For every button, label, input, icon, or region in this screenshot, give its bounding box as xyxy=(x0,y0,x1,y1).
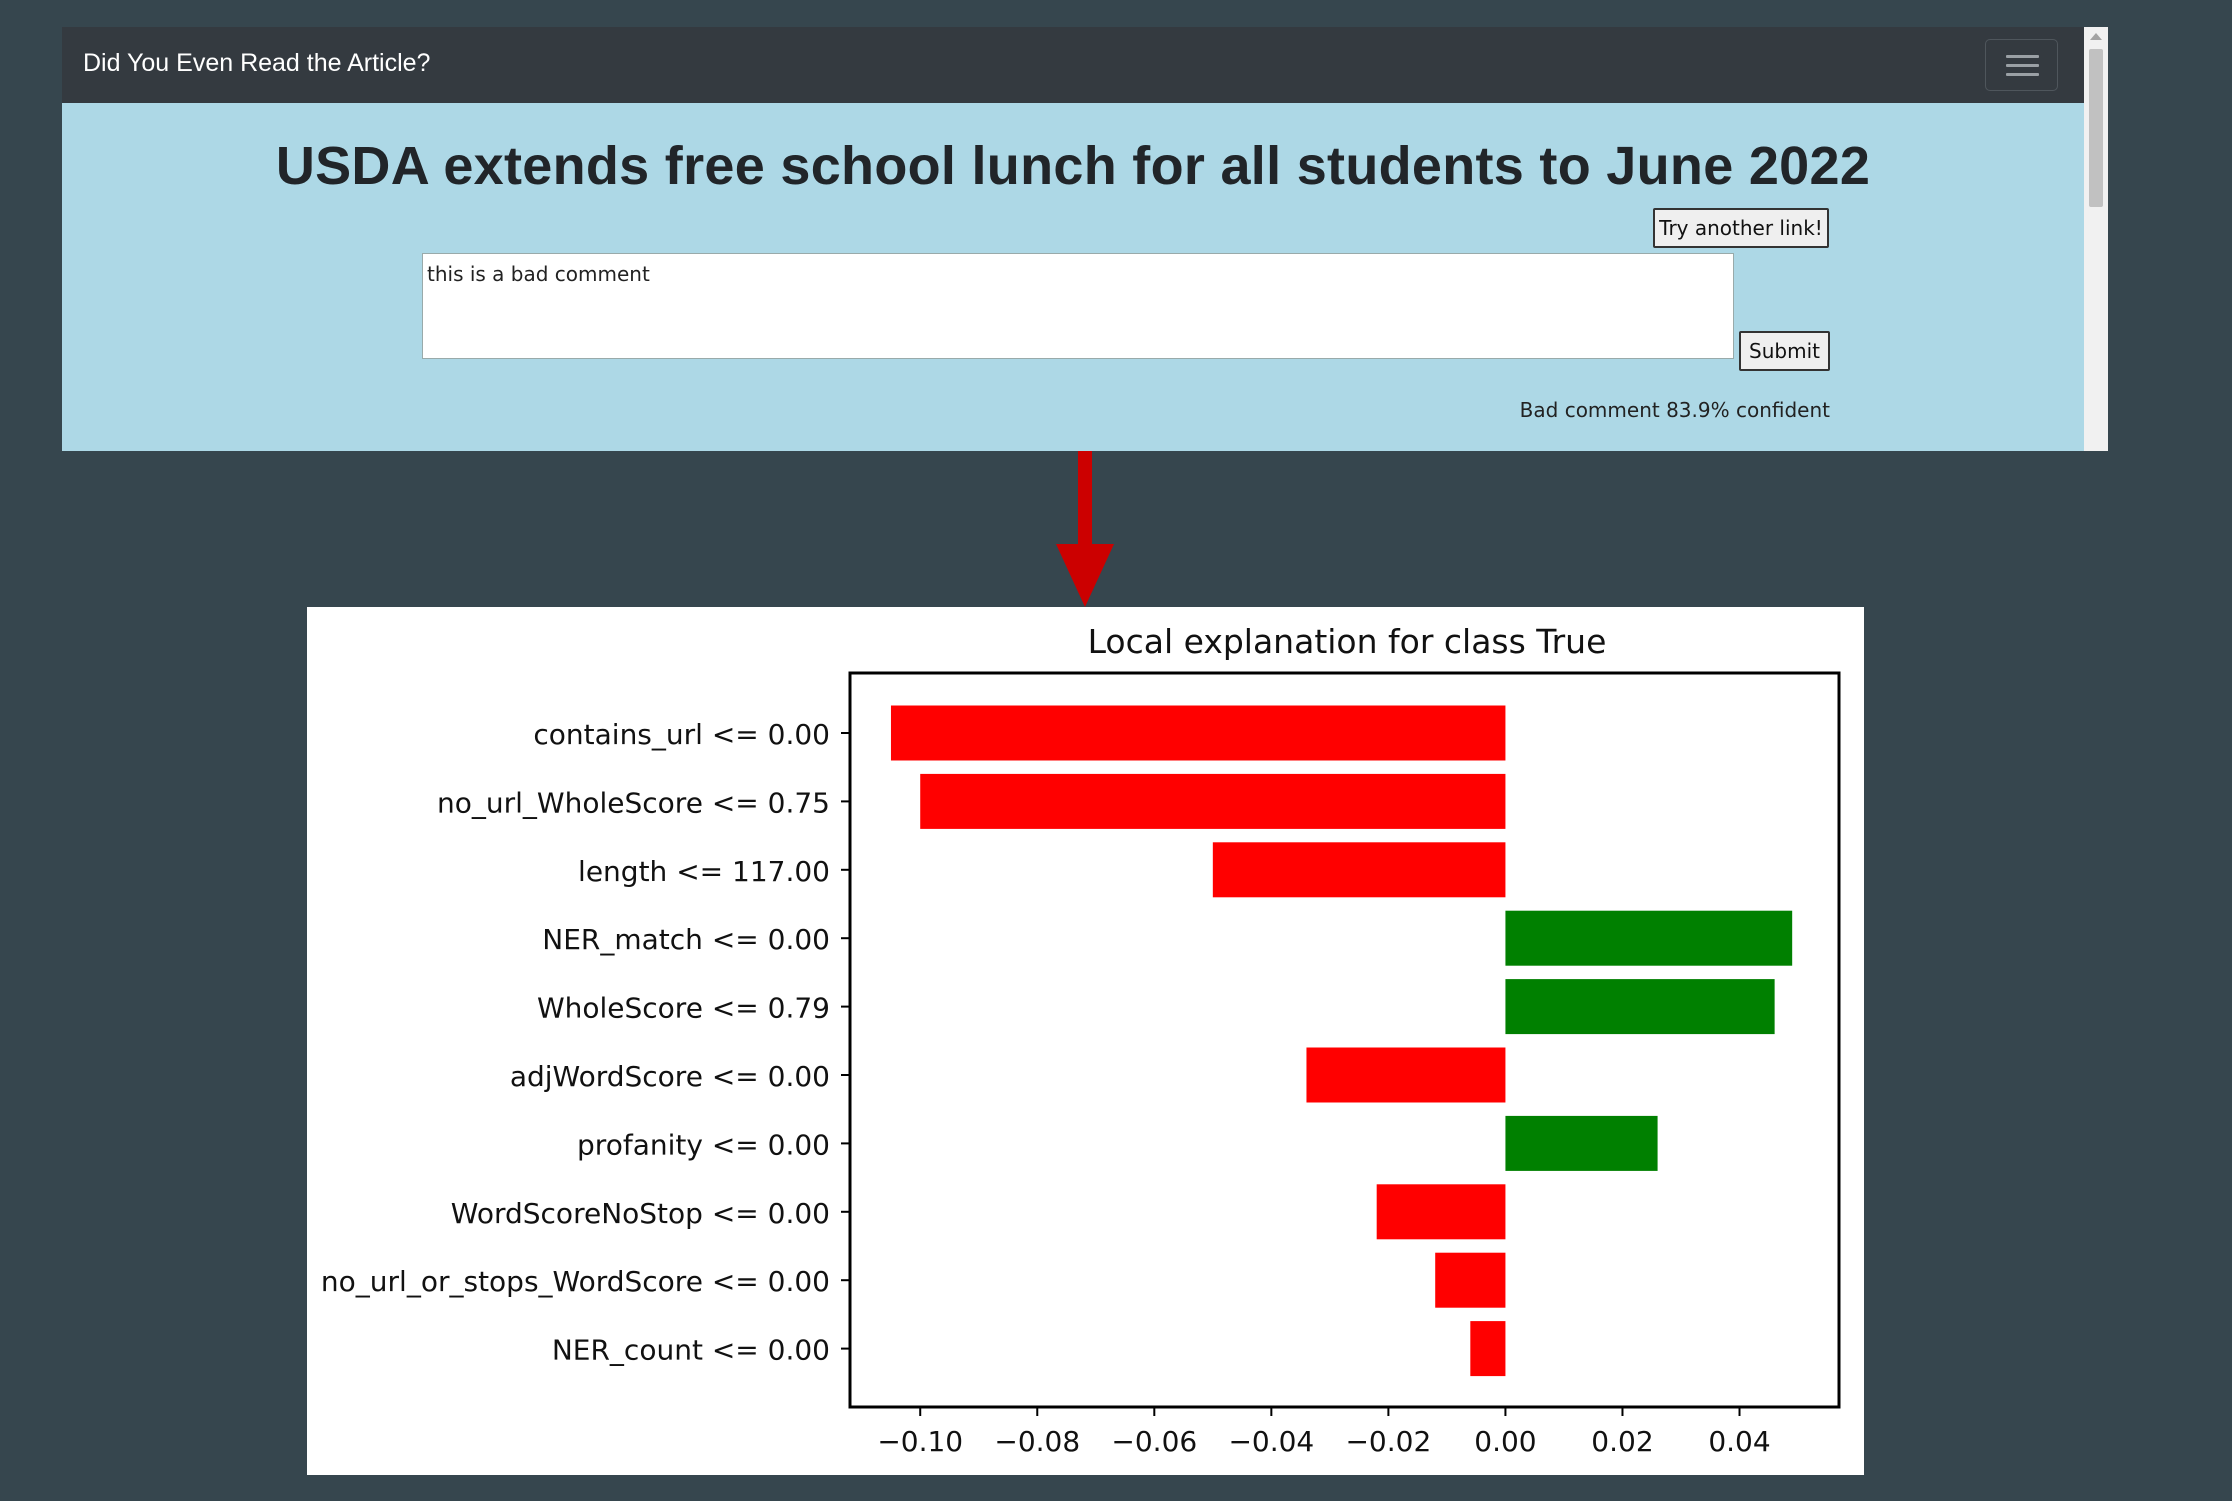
vertical-scrollbar[interactable] xyxy=(2084,27,2108,451)
x-tick-label: −0.06 xyxy=(1111,1425,1197,1458)
prediction-result: Bad comment 83.9% confident xyxy=(1519,398,1830,422)
navbar-brand[interactable]: Did You Even Read the Article? xyxy=(83,49,431,77)
x-tick-label: 0.02 xyxy=(1591,1425,1653,1458)
y-tick-label: contains_url <= 0.00 xyxy=(533,718,830,751)
x-tick-label: 0.00 xyxy=(1474,1425,1536,1458)
bar-6 xyxy=(1505,1115,1658,1171)
x-tick-label: −0.04 xyxy=(1228,1425,1314,1458)
y-tick-label: no_url_or_stops_WordScore <= 0.00 xyxy=(321,1265,830,1298)
y-tick-label: profanity <= 0.00 xyxy=(577,1128,830,1161)
y-tick-label: NER_count <= 0.00 xyxy=(552,1334,830,1367)
bar-5 xyxy=(1306,1047,1506,1103)
bar-2 xyxy=(1212,842,1506,898)
app-window: Did You Even Read the Article? USDA exte… xyxy=(62,27,2108,451)
plot-frame xyxy=(848,671,1841,1409)
submit-button[interactable]: Submit xyxy=(1739,331,1830,371)
y-tick-label: length <= 117.00 xyxy=(578,855,830,888)
bar-7 xyxy=(1376,1184,1506,1240)
y-tick-label: NER_match <= 0.00 xyxy=(542,923,830,956)
down-arrow-icon xyxy=(1056,451,1114,607)
y-tick-label: no_url_WholeScore <= 0.75 xyxy=(437,786,830,819)
scrollbar-thumb[interactable] xyxy=(2089,49,2103,207)
hamburger-menu-icon[interactable] xyxy=(1985,39,2058,91)
scroll-up-arrow-icon[interactable] xyxy=(2090,33,2102,40)
bar-4 xyxy=(1505,979,1775,1035)
x-tick-label: 0.04 xyxy=(1708,1425,1770,1458)
article-title: USDA extends free school lunch for all s… xyxy=(275,136,1871,196)
explanation-chart: Local explanation for class True contain… xyxy=(321,622,1841,1458)
x-tick-label: −0.08 xyxy=(994,1425,1080,1458)
bar-3 xyxy=(1505,910,1793,966)
navbar: Did You Even Read the Article? xyxy=(62,27,2084,103)
y-tick-label: WordScoreNoStop <= 0.00 xyxy=(451,1197,830,1230)
comment-input[interactable]: this is a bad comment xyxy=(422,253,1734,359)
explanation-plot: Local explanation for class True contain… xyxy=(307,607,1864,1475)
bar-0 xyxy=(890,705,1506,761)
try-another-link-button[interactable]: Try another link! xyxy=(1653,208,1829,248)
bar-8 xyxy=(1435,1252,1506,1308)
y-tick-label: adjWordScore <= 0.00 xyxy=(510,1060,830,1093)
x-tick-label: −0.10 xyxy=(877,1425,963,1458)
chart-title: Local explanation for class True xyxy=(1088,622,1607,661)
x-tick-label: −0.02 xyxy=(1345,1425,1431,1458)
bar-1 xyxy=(920,773,1506,829)
bar-9 xyxy=(1470,1321,1506,1377)
y-tick-label: WholeScore <= 0.79 xyxy=(537,992,830,1025)
main-content: USDA extends free school lunch for all s… xyxy=(62,103,2084,451)
